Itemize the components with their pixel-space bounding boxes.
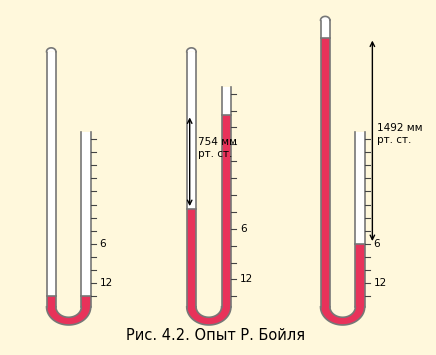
Text: 12: 12 bbox=[374, 278, 387, 288]
Text: 12: 12 bbox=[240, 274, 253, 284]
Text: 6: 6 bbox=[100, 239, 106, 249]
Polygon shape bbox=[187, 48, 196, 52]
Bar bbox=[320, 20, 330, 38]
Bar bbox=[355, 132, 365, 244]
Polygon shape bbox=[330, 307, 355, 317]
Bar bbox=[221, 87, 231, 115]
Bar bbox=[187, 52, 196, 209]
Polygon shape bbox=[320, 307, 365, 325]
Polygon shape bbox=[187, 307, 231, 325]
Bar bbox=[47, 52, 56, 296]
Bar bbox=[47, 296, 56, 307]
Bar bbox=[221, 115, 231, 307]
Polygon shape bbox=[196, 307, 221, 317]
Text: 12: 12 bbox=[100, 278, 113, 288]
Text: 6: 6 bbox=[240, 224, 246, 234]
Polygon shape bbox=[320, 16, 330, 20]
Text: Рис. 4.2. Опыт Р. Бойля: Рис. 4.2. Опыт Р. Бойля bbox=[126, 328, 305, 344]
Polygon shape bbox=[47, 307, 91, 325]
Bar bbox=[82, 296, 91, 307]
Text: 754 мм
рт. ст.: 754 мм рт. ст. bbox=[198, 137, 237, 159]
Bar bbox=[187, 209, 196, 307]
Bar bbox=[82, 132, 91, 296]
Polygon shape bbox=[47, 48, 56, 52]
Text: 1492 мм
рт. ст.: 1492 мм рт. ст. bbox=[378, 123, 423, 144]
Bar bbox=[320, 38, 330, 307]
Text: 6: 6 bbox=[374, 239, 380, 249]
Polygon shape bbox=[56, 307, 82, 317]
Bar bbox=[355, 244, 365, 307]
